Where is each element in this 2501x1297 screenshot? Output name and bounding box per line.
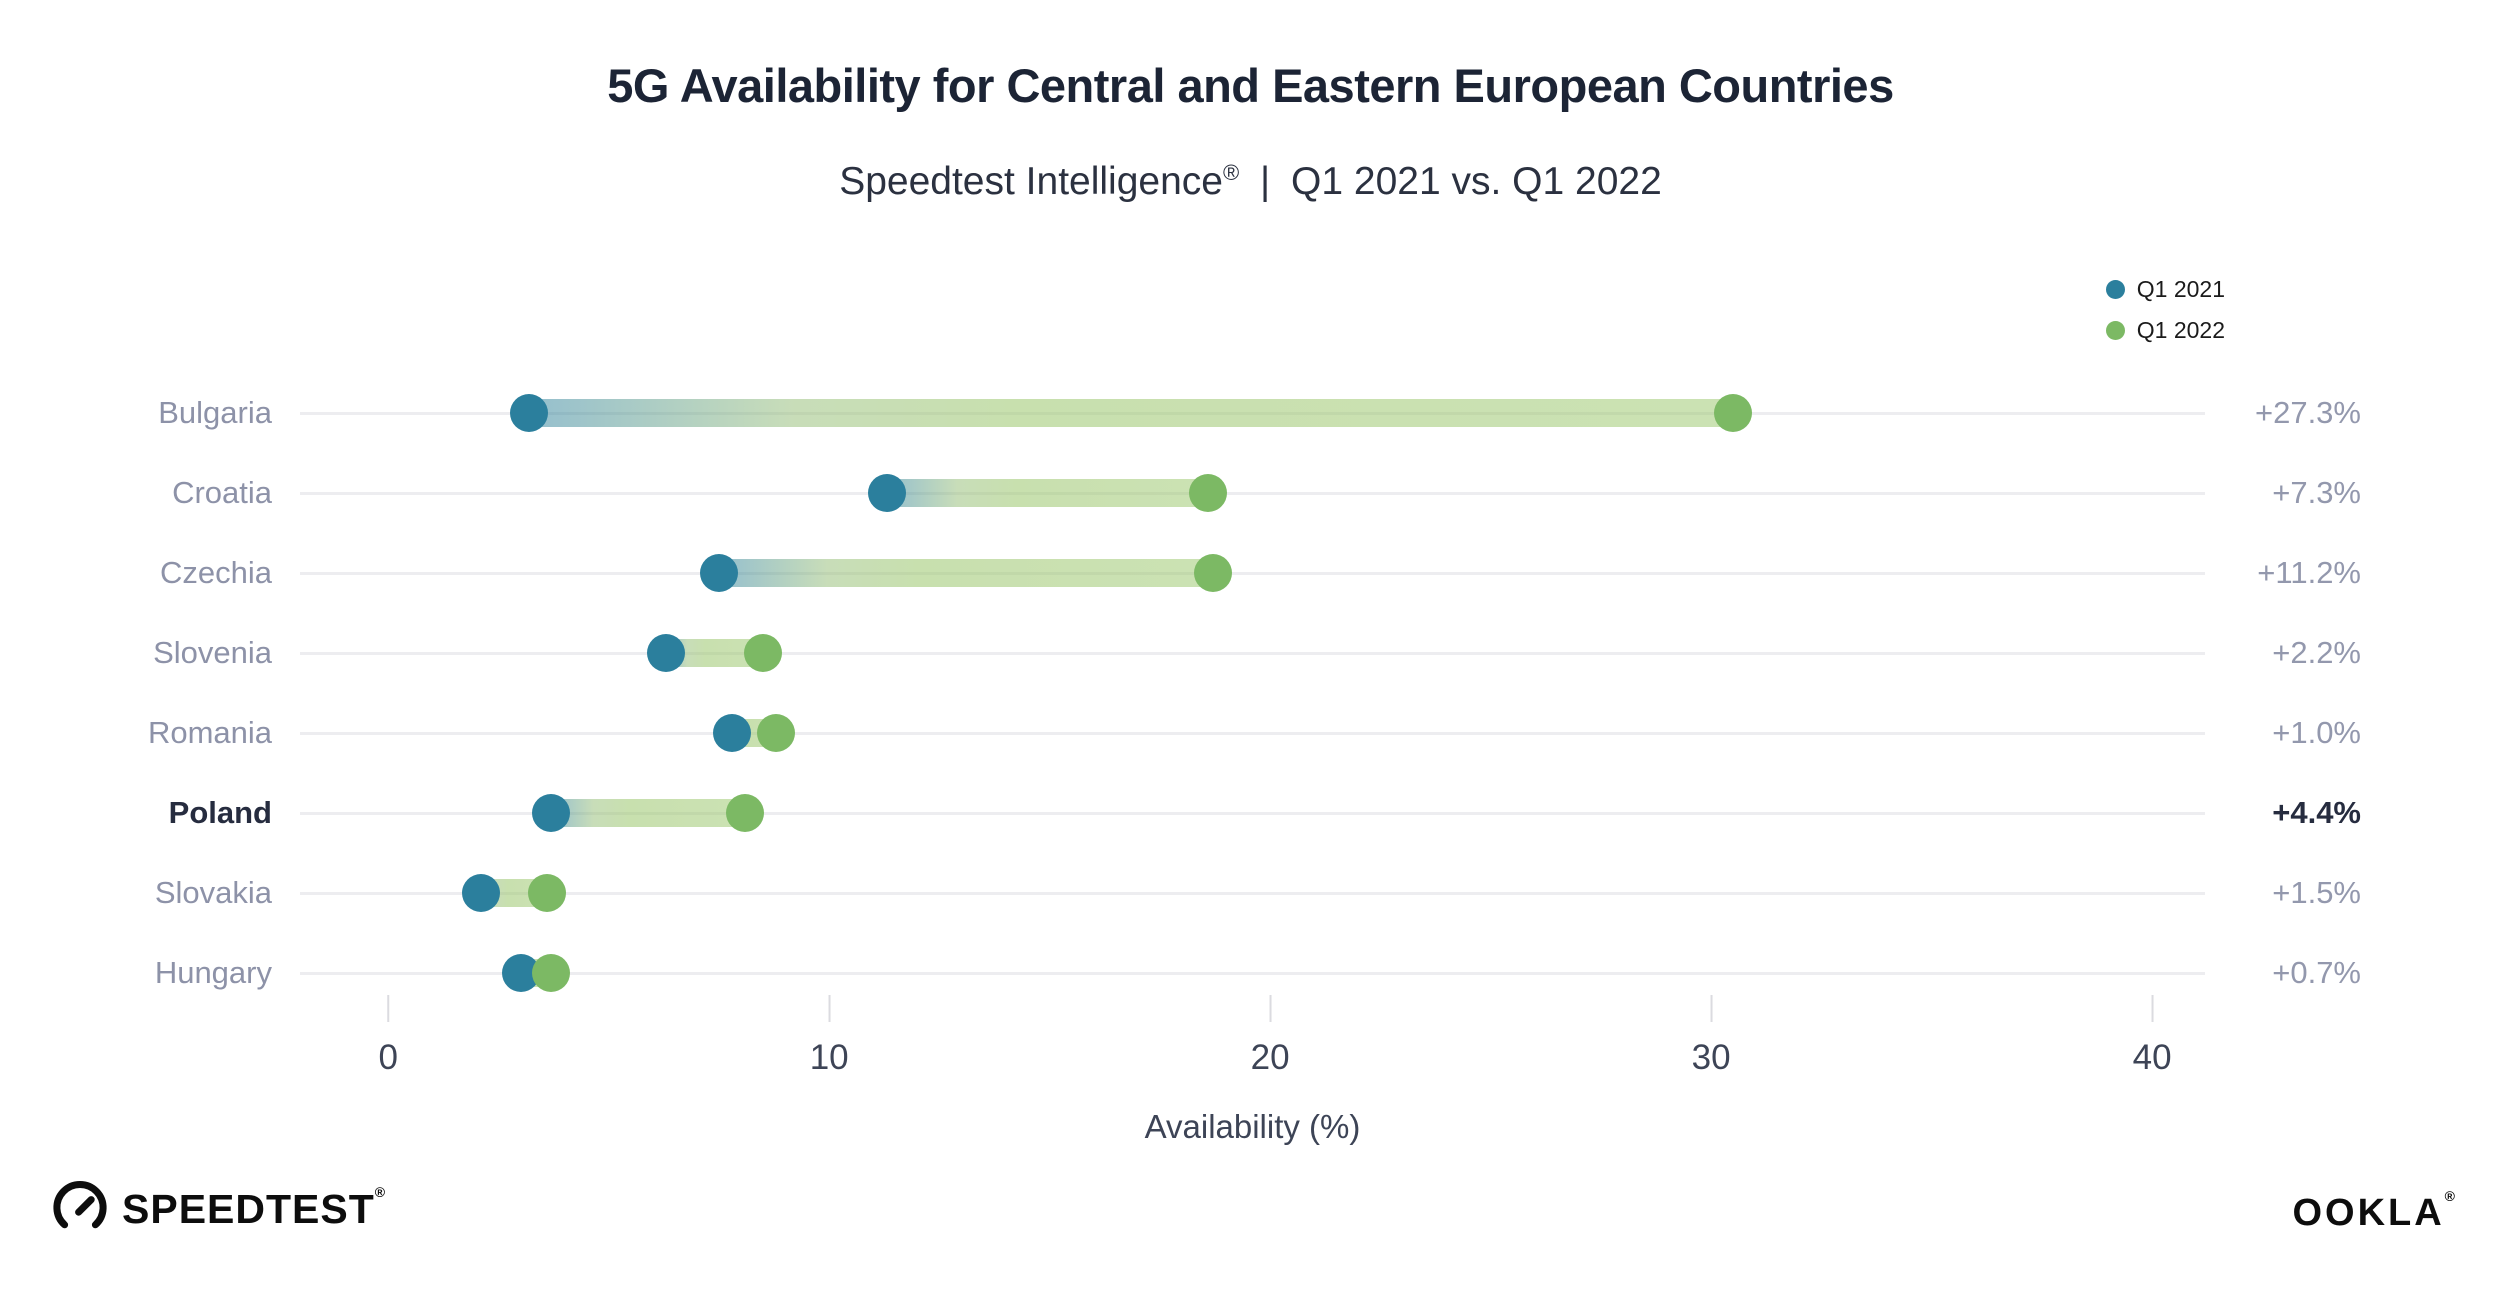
change-bar	[886, 479, 1209, 507]
chart-rows: Bulgaria +27.3% Croatia +7.3% Czechia +11.2% S…	[0, 373, 2501, 1013]
legend-item: Q1 2021	[2105, 276, 2225, 303]
country-label: Czechia	[160, 555, 272, 590]
dot-q1-2022	[1714, 394, 1753, 432]
subtitle-period: Q1 2021 vs. Q1 2022	[1291, 160, 1662, 203]
row-plot	[300, 453, 2205, 533]
dot-q1-2021	[532, 794, 571, 832]
delta-label: +4.4%	[2272, 795, 2361, 830]
dot-q1-2021	[647, 634, 685, 672]
country-label: Croatia	[172, 475, 272, 510]
baseline-track	[300, 732, 2205, 735]
chart-row: Slovakia +1.5%	[0, 853, 2501, 933]
chart-subtitle: Speedtest Intelligence® | Q1 2021 vs. Q1…	[0, 160, 2501, 204]
delta-label: +0.7%	[2272, 955, 2361, 990]
row-plot	[300, 533, 2205, 613]
dot-q1-2022	[757, 714, 796, 752]
tick-mark	[2151, 995, 2154, 1022]
country-label: Slovakia	[154, 875, 272, 910]
change-bar	[718, 559, 1213, 587]
change-bar	[529, 399, 1734, 427]
baseline-track	[300, 652, 2205, 655]
baseline-track	[300, 492, 2205, 495]
ookla-logo: OOKLA®	[2292, 1188, 2455, 1235]
chart-row: Romania +1.0%	[0, 693, 2501, 773]
dot-q1-2022	[532, 954, 571, 992]
baseline-track	[300, 572, 2205, 575]
dot-q1-2022	[1193, 554, 1232, 592]
country-label: Slovenia	[153, 635, 272, 670]
x-axis: 0 10 20 30 40	[300, 995, 2205, 1115]
delta-label: +2.2%	[2272, 635, 2361, 670]
delta-label: +11.2%	[2257, 555, 2361, 590]
tick-mark	[1269, 995, 1272, 1022]
speedtest-wordmark: SPEEDTEST®	[122, 1183, 387, 1232]
row-plot	[300, 933, 2205, 1013]
tick-label: 0	[378, 1038, 398, 1077]
row-plot	[300, 853, 2205, 933]
chart-row: Hungary +0.7%	[0, 933, 2501, 1013]
legend-dot-icon	[2105, 321, 2125, 340]
subtitle-product: Speedtest Intelligence	[839, 160, 1223, 203]
chart-row: Czechia +11.2%	[0, 533, 2501, 613]
chart-row: Poland +4.4%	[0, 773, 2501, 853]
delta-label: +1.5%	[2272, 875, 2361, 910]
row-plot	[300, 773, 2205, 853]
delta-label: +27.3%	[2254, 395, 2361, 430]
ookla-wordmark: OOKLA	[2292, 1192, 2445, 1234]
chart-row: Slovenia +2.2%	[0, 613, 2501, 693]
dot-q1-2022	[744, 634, 782, 672]
country-label: Bulgaria	[158, 395, 272, 430]
subtitle-separator: |	[1260, 160, 1271, 203]
chart-row: Bulgaria +27.3%	[0, 373, 2501, 453]
tick-mark	[387, 995, 390, 1022]
dot-q1-2021	[461, 874, 500, 912]
legend-item: Q1 2022	[2105, 317, 2225, 344]
dot-q1-2022	[527, 874, 566, 912]
chart-row: Croatia +7.3%	[0, 453, 2501, 533]
ookla-registered-mark: ®	[2444, 1188, 2455, 1204]
country-label: Poland	[168, 795, 272, 830]
x-axis-tick: 20	[1251, 995, 1290, 1078]
baseline-track	[300, 892, 2205, 895]
change-bar	[551, 799, 746, 827]
tick-label: 10	[809, 1038, 849, 1077]
dot-q1-2022	[726, 794, 765, 832]
baseline-track	[300, 812, 2205, 815]
x-axis-tick: 10	[810, 995, 849, 1078]
delta-label: +7.3%	[2272, 475, 2361, 510]
registered-mark: ®	[1222, 160, 1240, 185]
country-label: Hungary	[154, 955, 272, 990]
chart-title: 5G Availability for Central and Eastern …	[607, 59, 1894, 112]
x-axis-tick: 30	[1692, 995, 1731, 1078]
dot-q1-2021	[699, 554, 738, 592]
x-axis-tick: 40	[2133, 995, 2172, 1078]
row-plot	[300, 373, 2205, 453]
baseline-track	[300, 972, 2205, 975]
tick-label: 40	[2132, 1038, 2172, 1077]
x-axis-tick: 0	[378, 995, 398, 1078]
legend-label: Q1 2021	[2136, 276, 2225, 302]
legend-label: Q1 2022	[2136, 317, 2225, 343]
dot-q1-2021	[867, 474, 906, 512]
dot-q1-2021	[713, 714, 752, 752]
dot-q1-2022	[1189, 474, 1228, 512]
row-plot	[300, 693, 2205, 773]
row-plot	[300, 613, 2205, 693]
speedtest-logo: SPEEDTEST®	[52, 1180, 386, 1236]
speedtest-registered-mark: ®	[374, 1183, 387, 1200]
tick-label: 20	[1250, 1038, 1290, 1077]
tick-mark	[828, 995, 831, 1022]
tick-label: 30	[1691, 1038, 1731, 1077]
legend-dot-icon	[2105, 280, 2125, 299]
speedtest-gauge-icon	[53, 1180, 107, 1229]
dot-q1-2021	[510, 394, 549, 432]
tick-mark	[1710, 995, 1713, 1022]
x-axis-title: Availability (%)	[1144, 1108, 1361, 1145]
delta-label: +1.0%	[2272, 715, 2361, 750]
country-label: Romania	[147, 715, 272, 750]
legend: Q1 2021 Q1 2022	[2105, 276, 2225, 344]
